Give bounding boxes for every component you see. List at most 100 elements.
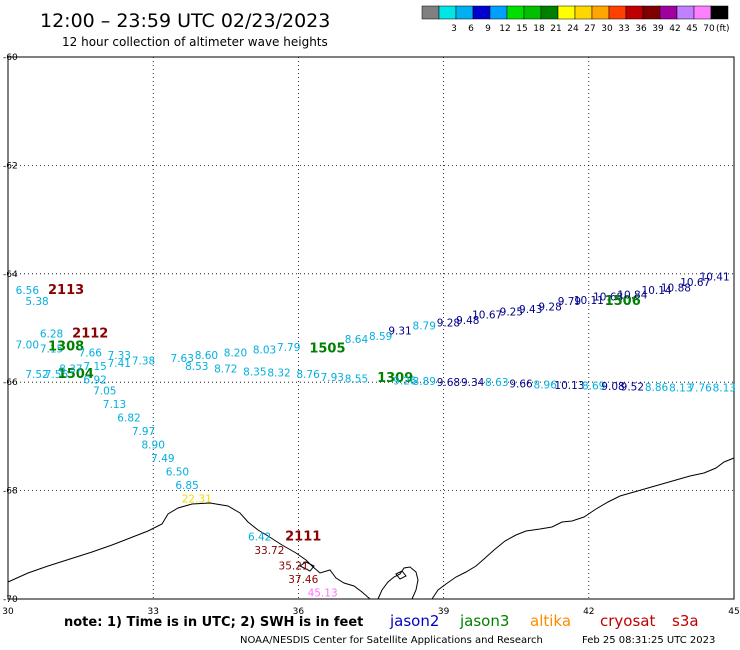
track-time-label: 1506 <box>605 294 641 309</box>
wave-height-value: 7.76 <box>688 383 712 395</box>
wave-height-value: 37.46 <box>288 574 318 586</box>
wave-height-value: 10.14 <box>642 285 672 297</box>
wave-height-value: 7.66 <box>79 347 103 359</box>
wave-height-value: 10.67 <box>680 277 710 289</box>
wave-height-value: 8.20 <box>224 347 247 359</box>
wave-height-value: 7.56 <box>45 369 69 381</box>
satellite-label-jason3: jason3 <box>459 612 509 630</box>
legend-swatch <box>693 5 712 20</box>
legend-tick-label: 27 <box>584 24 595 34</box>
track-time-label: 1505 <box>309 342 345 357</box>
wave-height-value: 7.15 <box>83 361 106 373</box>
wave-height-value: 9.08 <box>601 381 624 393</box>
wave-height-value: 8.69 <box>582 380 605 392</box>
wave-height-value: 8.55 <box>345 373 368 385</box>
legend-tick-label: 30 <box>601 24 613 34</box>
legend-swatch <box>608 5 627 20</box>
latitude-tick-label: -64 <box>3 270 18 280</box>
legend-swatch <box>438 5 457 20</box>
wave-height-value: 10.84 <box>617 289 647 301</box>
wave-height-value: 8.13 <box>713 383 736 395</box>
legend-swatch <box>591 5 610 20</box>
wave-height-value: 7.97 <box>132 426 155 438</box>
latitude-tick-label: -70 <box>3 595 18 605</box>
legend-swatch <box>506 5 525 20</box>
track-time-label: 2112 <box>72 326 108 341</box>
wave-height-value: 8.37 <box>59 364 82 376</box>
wave-height-value: 7.79 <box>277 342 300 354</box>
legend-tick-label: 39 <box>652 24 664 34</box>
wave-height-value: 8.72 <box>214 364 237 376</box>
wave-height-value: 9.43 <box>519 304 542 316</box>
legend-tick-label: 24 <box>567 24 579 34</box>
wave-height-value: 8.79 <box>413 320 436 332</box>
legend-tick-label: 15 <box>516 24 527 34</box>
wave-height-value: 6.85 <box>175 480 198 492</box>
legend-swatch <box>676 5 695 20</box>
wave-height-value: 35.21 <box>279 560 309 572</box>
legend-swatch <box>472 5 491 20</box>
legend-swatch <box>557 5 576 20</box>
wave-height-value: 8.35 <box>243 366 266 378</box>
wave-height-value: 6.82 <box>117 412 140 424</box>
wave-height-value: 7.93 <box>321 372 344 384</box>
legend-swatch <box>455 5 474 20</box>
wave-height-value: 6.50 <box>166 467 189 479</box>
track-time-label: 2111 <box>285 530 321 545</box>
wave-height-value: 9.25 <box>500 307 523 319</box>
longitude-tick-label: 45 <box>728 607 739 617</box>
wave-height-value: 7.13 <box>103 399 126 411</box>
latitude-tick-label: -62 <box>3 161 18 171</box>
coastline <box>7 457 735 600</box>
wave-height-value: 8.90 <box>142 440 165 452</box>
legend-tick-label: 9 <box>485 24 491 34</box>
wave-height-value: 8.86 <box>645 382 669 394</box>
map-frame <box>7 56 735 600</box>
coastline-islet <box>395 570 407 580</box>
legend-swatch <box>489 5 508 20</box>
wave-height-value: 7.05 <box>93 385 116 397</box>
wave-height-value: 10.13 <box>554 380 584 392</box>
wave-height-value: 8.76 <box>296 369 320 381</box>
wave-height-value: 10.88 <box>661 282 691 294</box>
wave-height-value: 8.53 <box>185 361 208 373</box>
footer-timestamp: Feb 25 08:31:25 UTC 2023 <box>582 635 715 646</box>
wave-height-value: 5.38 <box>25 296 48 308</box>
wave-height-value: 8.63 <box>485 377 508 389</box>
wave-height-value: 10.11 <box>574 295 604 307</box>
wave-height-value: 9.34 <box>461 377 485 389</box>
wave-height-value: 8.89 <box>413 376 436 388</box>
satellite-label-cryosat: cryosat <box>600 612 655 630</box>
legend-swatch <box>625 5 644 20</box>
wave-height-value: 8.96 <box>534 379 558 391</box>
longitude-tick-label: 39 <box>438 607 450 617</box>
wave-height-value: 8.59 <box>369 331 392 343</box>
latitude-tick-label: -60 <box>3 53 18 63</box>
track-time-label: 1504 <box>58 367 94 382</box>
legend-swatch <box>540 5 559 20</box>
wave-height-value: 8.32 <box>267 367 290 379</box>
wave-height-value: 7.33 <box>108 350 131 362</box>
wave-height-value: 9.68 <box>437 377 460 389</box>
footer-note: note: 1) Time is in UTC; 2) SWH is in fe… <box>64 615 363 630</box>
wave-height-value: 10.68 <box>593 292 623 304</box>
legend-swatch <box>710 5 729 20</box>
wave-height-value: 7.49 <box>151 453 174 465</box>
latitude-tick-label: -68 <box>3 487 18 497</box>
footer-credit: NOAA/NESDIS Center for Satellite Applica… <box>240 635 543 646</box>
wave-height-value: 6.56 <box>16 285 40 297</box>
longitude-tick-label: 30 <box>2 607 14 617</box>
longitude-tick-label: 36 <box>293 607 305 617</box>
wave-height-value: 7.52 <box>25 369 48 381</box>
wave-height-value: 7.63 <box>171 353 194 365</box>
map-title: 12:00 – 23:59 UTC 02/23/2023 <box>40 10 330 32</box>
wave-height-value: 8.60 <box>195 350 218 362</box>
legend-unit: (ft) <box>716 24 730 34</box>
wave-height-value: 9.26 <box>393 376 417 388</box>
legend-tick-label: 45 <box>686 24 697 34</box>
satellite-label-jason2: jason2 <box>389 612 439 630</box>
wave-height-value: 7.38 <box>132 356 155 368</box>
